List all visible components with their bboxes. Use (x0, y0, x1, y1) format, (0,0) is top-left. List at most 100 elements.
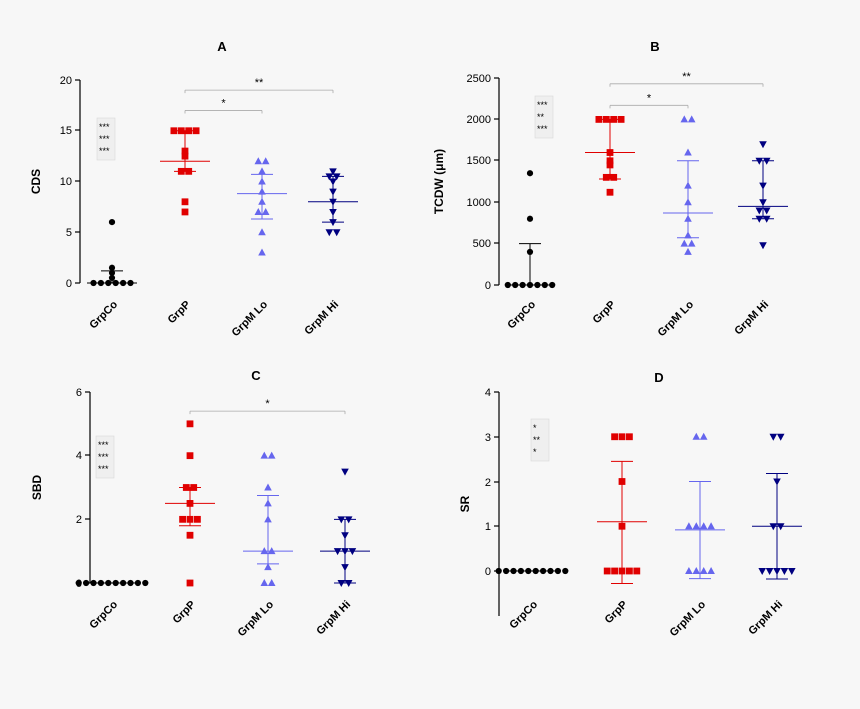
data-point (186, 420, 194, 428)
chart-title: A (217, 39, 227, 54)
series-grpm-lo (243, 451, 293, 586)
data-point (510, 567, 517, 575)
data-point (332, 229, 341, 237)
significance-stars: ** (533, 435, 541, 445)
series-grpco (504, 170, 556, 289)
data-point (618, 433, 626, 441)
data-point (762, 207, 771, 215)
data-point (773, 568, 781, 575)
data-point (108, 264, 116, 271)
data-point (547, 567, 554, 575)
data-point (755, 207, 764, 215)
data-point (759, 141, 767, 149)
data-point (329, 198, 337, 206)
y-axis-label: SR (458, 495, 472, 512)
data-point (177, 127, 185, 135)
data-point (332, 173, 341, 181)
significance-stars: * (533, 447, 537, 457)
data-point (264, 563, 272, 571)
data-point (685, 522, 693, 530)
data-point (769, 523, 778, 531)
data-point (699, 522, 708, 530)
data-point (337, 580, 346, 587)
significance-stars: *** (98, 440, 109, 450)
data-point (108, 274, 116, 282)
data-point (194, 515, 201, 523)
data-point (692, 522, 701, 530)
data-point (127, 579, 134, 587)
data-point (192, 127, 200, 135)
data-point (759, 199, 767, 207)
x-tick-label: GrpM Hi (314, 599, 353, 638)
data-point (258, 197, 266, 205)
data-point (325, 229, 334, 237)
data-point (341, 468, 349, 476)
data-point (75, 579, 82, 587)
y-tick-label: 4 (76, 450, 82, 462)
data-point (341, 548, 349, 556)
data-point (512, 281, 519, 289)
significance-stars: *** (98, 452, 109, 462)
x-tick-label: GrpP (603, 599, 631, 627)
data-point (329, 208, 337, 216)
significance-stars: *** (99, 122, 110, 132)
data-point (254, 157, 263, 165)
data-point (260, 579, 269, 586)
series-grpp (585, 116, 635, 196)
data-point (261, 157, 270, 165)
data-point (329, 178, 337, 186)
data-point (610, 116, 618, 123)
y-tick-label: 5 (66, 227, 72, 239)
data-point (684, 214, 692, 222)
data-point (762, 157, 771, 165)
data-point (185, 167, 193, 175)
series-grpm-hi (308, 168, 358, 237)
y-tick-label: 3 (485, 432, 491, 444)
data-point (684, 198, 692, 206)
data-point (611, 433, 618, 441)
data-point (534, 281, 541, 289)
data-point (699, 567, 708, 574)
data-point (541, 281, 548, 289)
data-point (333, 548, 342, 556)
data-point (261, 207, 270, 215)
data-point (134, 579, 141, 587)
data-point (618, 567, 626, 575)
data-point (258, 248, 266, 256)
data-point (611, 567, 618, 575)
data-point (765, 568, 774, 575)
data-point (503, 567, 510, 575)
series-grpm-hi (320, 468, 370, 587)
data-point (595, 116, 603, 123)
data-point (142, 579, 149, 587)
data-point (780, 568, 789, 575)
y-tick-label: 0 (485, 280, 491, 292)
data-point (254, 207, 263, 215)
data-point (120, 279, 127, 287)
significance-stars: *** (99, 134, 110, 144)
data-point (325, 173, 334, 181)
data-point (264, 515, 272, 523)
x-tick-label: GrpM Hi (746, 599, 785, 638)
significance-box (530, 418, 550, 462)
data-point (519, 281, 526, 289)
data-point (112, 579, 119, 587)
y-tick-label: 6 (76, 387, 82, 399)
data-point (186, 500, 194, 507)
data-point (692, 567, 701, 574)
y-axis-label: CDS (29, 169, 43, 194)
data-point (329, 168, 337, 176)
x-tick-label: GrpM Lo (230, 298, 271, 339)
data-point (549, 281, 556, 289)
y-tick-label: 20 (60, 75, 72, 87)
data-point (260, 451, 269, 459)
data-point (532, 567, 539, 575)
data-point (337, 516, 346, 524)
data-point (186, 531, 194, 539)
x-tick-label: GrpCo (87, 298, 120, 331)
series-grpco (495, 567, 569, 575)
data-point (687, 239, 696, 247)
significance-stars: *** (537, 124, 548, 134)
series-grpp (160, 127, 210, 216)
